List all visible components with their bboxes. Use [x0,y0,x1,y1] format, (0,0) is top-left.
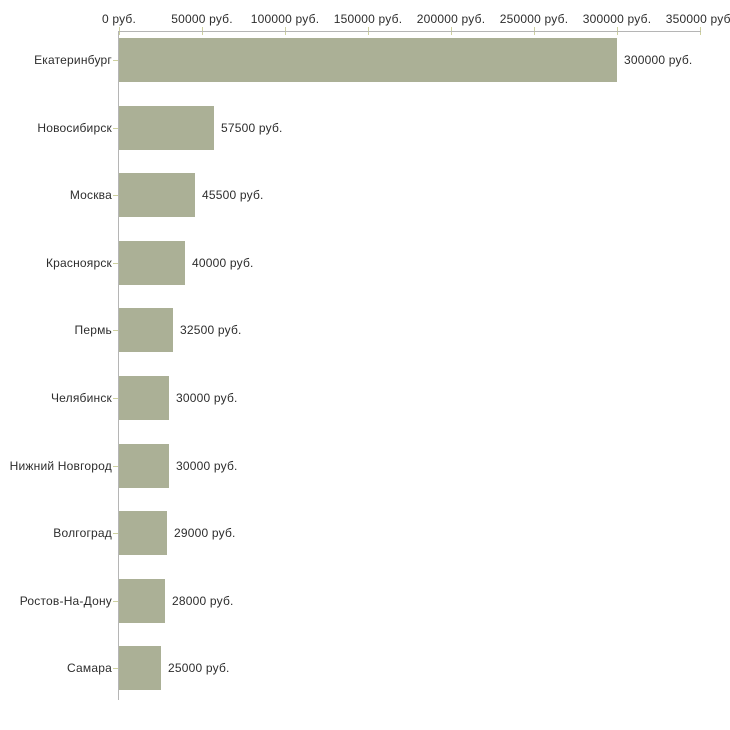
value-label: 32500 руб. [180,323,242,338]
value-label: 300000 руб. [624,53,693,67]
x-axis-line [118,31,701,32]
category-tick-mark [113,128,118,129]
bar-8 [119,578,165,623]
x-axis-tick-label: 350000 руб. [665,12,730,26]
category-label: Ростов-На-Дону [19,593,112,608]
value-label: 30000 руб. [176,391,238,405]
category-label: Пермь [74,323,112,338]
x-axis-tick-label: 0 руб. [101,12,137,26]
value-label: 57500 руб. [221,120,283,135]
value-label: 28000 руб. [172,593,234,608]
x-axis-tick-label: 300000 руб. [582,12,652,26]
x-axis-tick-label: 150000 руб. [333,12,403,26]
bar-7 [119,511,167,556]
category-tick-mark [113,466,118,467]
bar-2 [119,173,195,218]
bar-6 [119,443,169,488]
category-label: Челябинск [50,391,112,405]
x-axis-tick-label: 50000 руб. [171,12,233,26]
category-label: Самара [67,661,112,676]
value-label: 40000 руб. [192,255,254,270]
category-label: Нижний Новгород [9,458,112,473]
bar-4 [119,308,173,353]
bar-1 [119,105,214,150]
value-label: 30000 руб. [176,458,238,473]
category-label: Екатеринбург [34,53,112,67]
value-label: 45500 руб. [202,188,264,203]
category-tick-mark [113,60,118,61]
value-label: 25000 руб. [168,661,230,676]
value-label: 29000 руб. [174,526,236,541]
category-label: Красноярск [45,255,112,270]
x-axis-tick-label: 250000 руб. [499,12,569,26]
x-axis-tick-label: 200000 руб. [416,12,486,26]
category-label: Москва [69,188,112,203]
y-axis-line [118,31,119,700]
category-tick-mark [113,195,118,196]
x-axis-tick-label: 100000 руб. [250,12,320,26]
category-tick-mark [113,263,118,264]
category-label: Новосибирск [37,120,112,135]
bar-9 [119,646,161,691]
bar-5 [119,376,169,420]
category-tick-mark [113,668,118,669]
category-label: Волгоград [53,526,112,541]
category-tick-mark [113,601,118,602]
category-tick-mark [113,330,118,331]
bar-0 [119,38,617,82]
category-tick-mark [113,533,118,534]
bar-3 [119,240,185,285]
category-tick-mark [113,398,118,399]
